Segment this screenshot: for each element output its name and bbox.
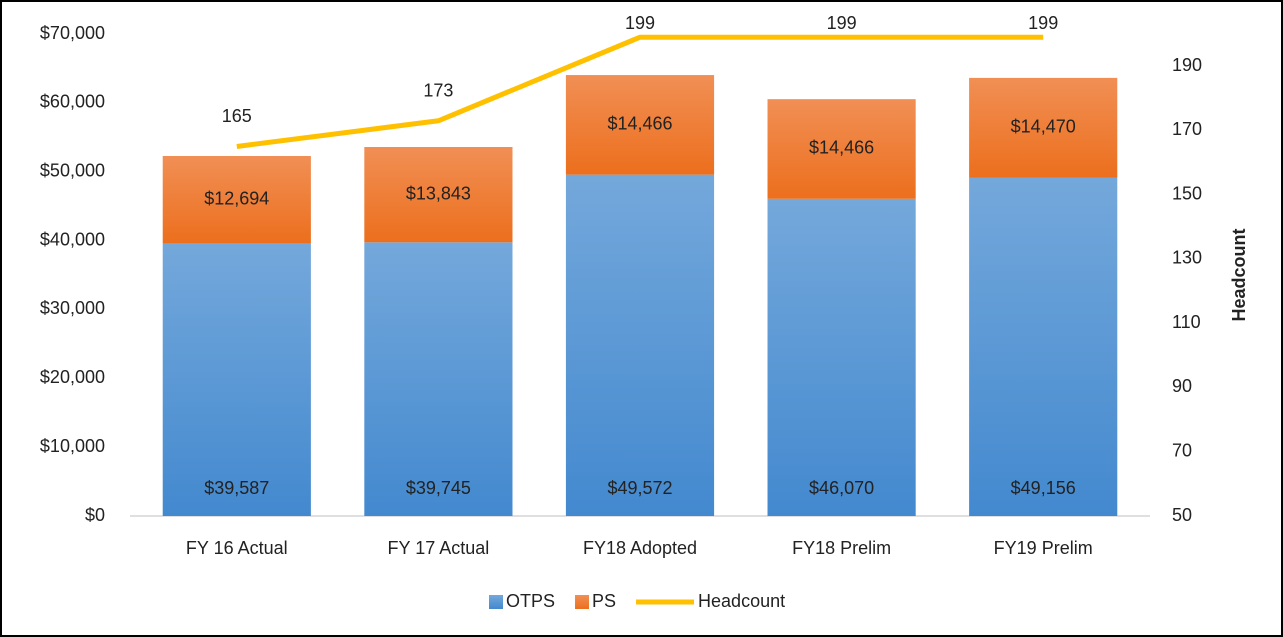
legend-label: PS [592, 591, 616, 611]
line-value-label: 165 [222, 106, 252, 126]
bar-segment [162, 156, 311, 244]
value-label: $14,466 [809, 138, 874, 158]
bar-segment [565, 75, 715, 175]
y2-tick-label: 150 [1172, 183, 1202, 203]
x-tick-label: FY 17 Actual [388, 538, 490, 558]
legend-swatch [575, 595, 590, 609]
line [236, 34, 1044, 149]
value-label: $49,156 [1011, 478, 1076, 498]
bar-segment [364, 242, 513, 517]
value-label: $49,572 [607, 478, 672, 498]
y2-tick-label: 110 [1172, 312, 1201, 332]
y-tick-label: $30,000 [40, 298, 105, 318]
y2-axis-label: Headcount [1229, 228, 1249, 321]
y-tick-label: $40,000 [40, 229, 105, 249]
value-label: $39,745 [406, 478, 471, 498]
line-value-label: 199 [625, 13, 655, 33]
y-tick-label: $70,000 [40, 23, 105, 43]
value-label: $14,466 [607, 114, 672, 134]
value-label: $14,470 [1011, 116, 1076, 136]
y2-tick-label: 130 [1172, 248, 1202, 268]
x-tick-label: FY18 Prelim [792, 538, 891, 558]
bar-segment [162, 243, 311, 516]
x-tick-label: FY 16 Actual [186, 538, 288, 558]
y-tick-label: $20,000 [40, 367, 105, 387]
value-label: $12,694 [204, 188, 269, 208]
y2-tick-label: 50 [1172, 505, 1192, 525]
bar-segment [969, 177, 1118, 517]
bar-segment [565, 174, 715, 516]
bar-segment [767, 198, 916, 516]
line-value-label: 199 [827, 13, 857, 33]
y-tick-label: $60,000 [40, 92, 105, 112]
y-tick-label: $50,000 [40, 160, 105, 180]
bar-segment [767, 99, 916, 199]
x-tick-label: FY19 Prelim [994, 538, 1093, 558]
line-value-label: 173 [423, 81, 453, 101]
value-label: $46,070 [809, 478, 874, 498]
y2-tick-label: 70 [1172, 440, 1192, 460]
y2-tick-label: 190 [1172, 55, 1202, 75]
legend-label: OTPS [506, 591, 555, 611]
value-label: $13,843 [406, 183, 471, 203]
y-tick-label: $0 [85, 505, 105, 525]
x-tick-label: FY18 Adopted [583, 538, 697, 558]
legend-label: Headcount [698, 591, 785, 611]
bar-segment [364, 147, 513, 243]
y2-tick-label: 90 [1172, 376, 1192, 396]
y2-tick-label: 170 [1172, 119, 1202, 139]
bar-segment [969, 77, 1118, 178]
line-value-label: 199 [1028, 13, 1058, 33]
value-label: $39,587 [204, 478, 269, 498]
y-tick-label: $10,000 [40, 436, 105, 456]
legend-swatch [489, 595, 503, 609]
